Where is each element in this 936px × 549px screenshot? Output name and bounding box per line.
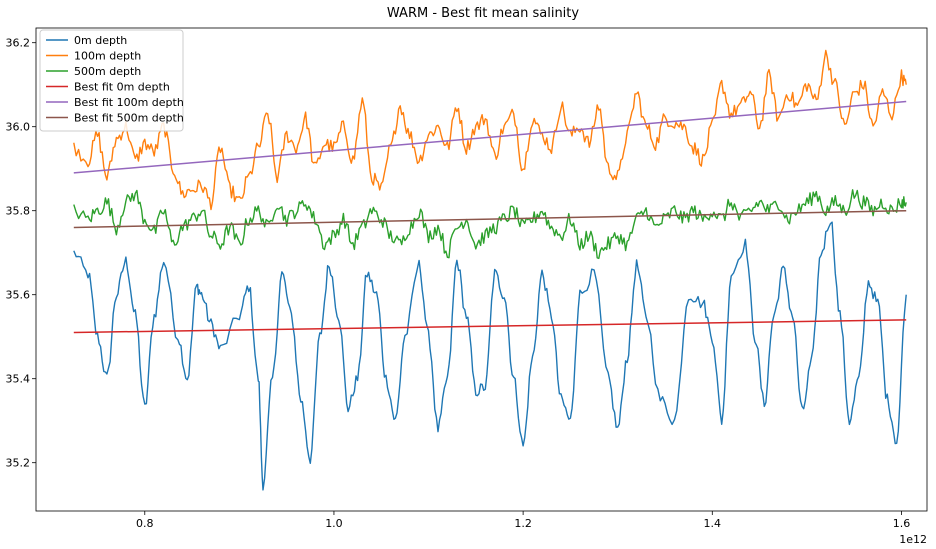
legend-label-5: Best fit 500m depth — [74, 112, 184, 125]
x-tick-label: 1.2 — [514, 517, 532, 530]
x-tick-label: 0.8 — [136, 517, 154, 530]
y-tick-label: 35.2 — [6, 457, 31, 470]
y-tick-label: 36.0 — [6, 121, 31, 134]
legend: 0m depth 100m depth 500m depth Best fit 0m … — [39, 29, 184, 132]
series-line-2 — [73, 189, 907, 260]
y-tick-label: 35.8 — [6, 205, 31, 218]
y-tick-label: 36.2 — [6, 37, 31, 50]
legend-label-1: 100m depth — [74, 50, 141, 63]
legend-label-0: 0m depth — [74, 34, 127, 47]
series-line-4 — [73, 100, 907, 174]
x-tick-label: 1.0 — [325, 517, 343, 530]
plot-frame — [35, 27, 928, 512]
series-line-1 — [73, 49, 907, 211]
series-line-5 — [73, 209, 907, 229]
x-tick-label: 1.4 — [704, 517, 722, 530]
y-tick-label: 35.4 — [6, 373, 31, 386]
x-tick-label: 1.6 — [893, 517, 911, 530]
chart-title: WARM - Best fit mean salinity — [387, 6, 579, 21]
legend-label-3: Best fit 0m depth — [74, 81, 170, 94]
y-tick-label: 35.6 — [6, 289, 31, 302]
x-axis: 0.8 1.0 1.2 1.4 1.6 — [136, 511, 910, 530]
series-line-3 — [73, 319, 907, 334]
series-line-0 — [73, 221, 907, 491]
x-axis-offset-label: 1e12 — [899, 533, 927, 546]
legend-label-2: 500m depth — [74, 65, 141, 78]
legend-label-4: Best fit 100m depth — [74, 96, 184, 109]
y-axis: 35.2 35.4 35.6 35.8 36.0 36.2 — [6, 37, 36, 470]
series-layer — [73, 49, 907, 491]
legend-box — [39, 29, 184, 132]
